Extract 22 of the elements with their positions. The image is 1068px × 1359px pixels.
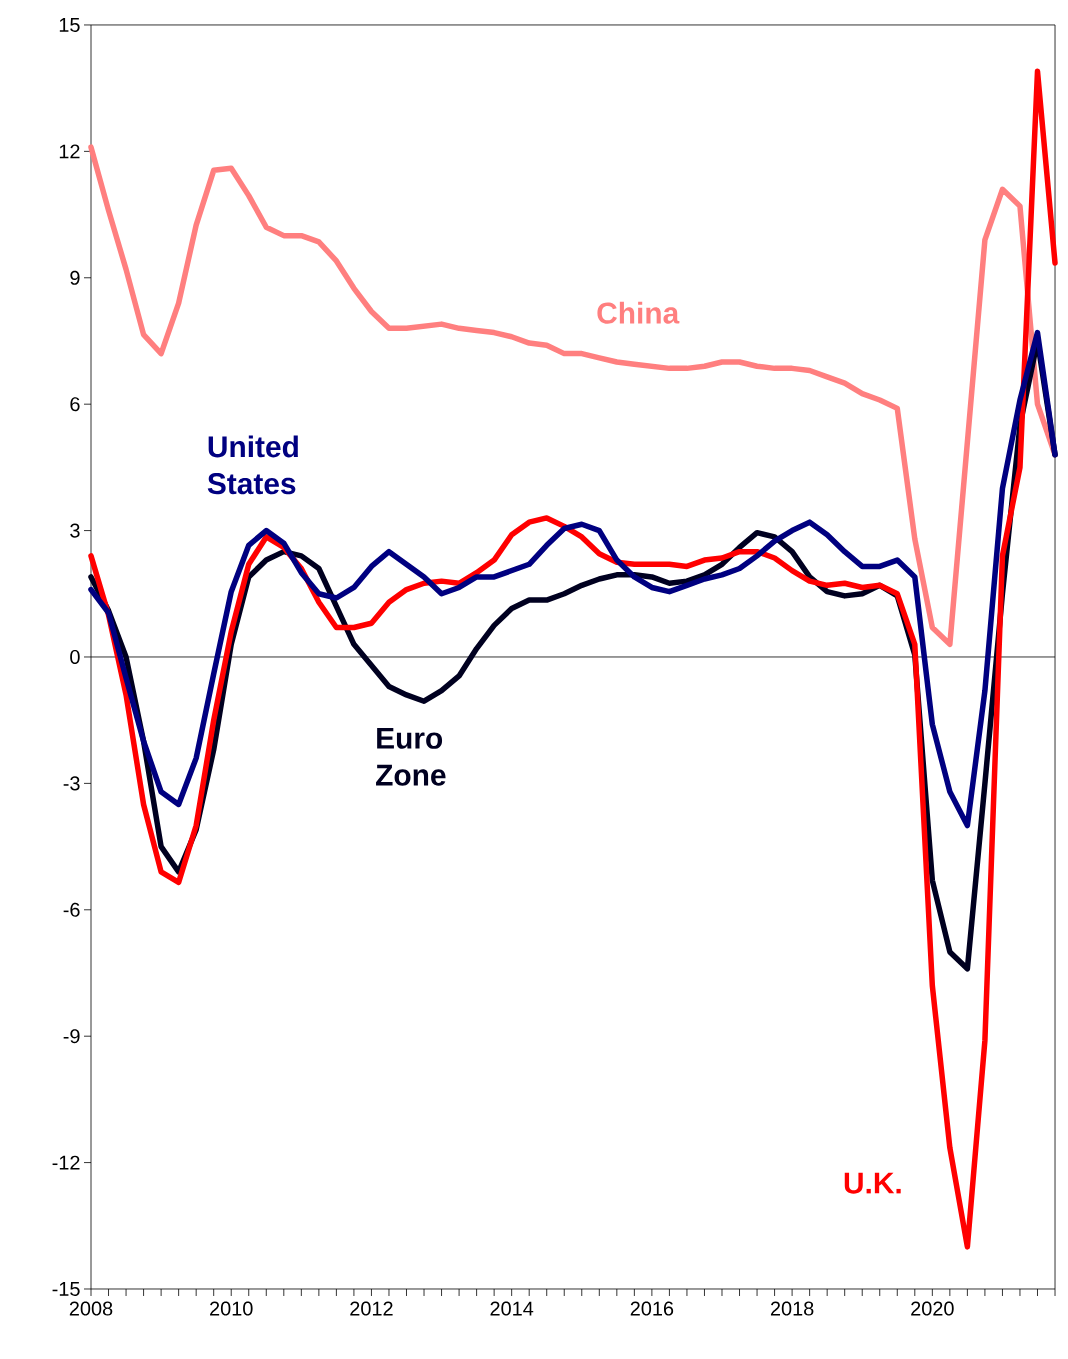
y-tick-label: 6 [70,397,80,412]
y-tick-label: 3 [70,523,80,538]
x-tick-label: 2020 [911,1301,954,1316]
y-tick-label: -15 [52,1282,80,1296]
x-tick-label: 2012 [350,1301,393,1316]
x-tick-label: 2016 [630,1301,674,1316]
x-tick-label: 2018 [770,1301,814,1316]
series-label: United States [207,435,298,495]
x-tick-label: 2008 [69,1301,113,1316]
y-tick-label: -12 [52,1155,80,1170]
y-tick-label: -3 [63,776,80,791]
y-tick-label: 12 [59,144,80,159]
y-tick-label: 0 [70,649,80,665]
y-tick-label: -6 [63,902,80,917]
series-label: China [597,301,680,324]
x-tick-label: 2010 [210,1301,253,1316]
series-label: U.K. [844,1172,901,1194]
y-tick-label: 9 [70,270,80,285]
x-tick-label: 2014 [490,1301,534,1316]
series-label: Euro Zone [376,727,446,786]
y-tick-label: 15 [59,18,80,32]
y-tick-label: -9 [63,1029,80,1044]
